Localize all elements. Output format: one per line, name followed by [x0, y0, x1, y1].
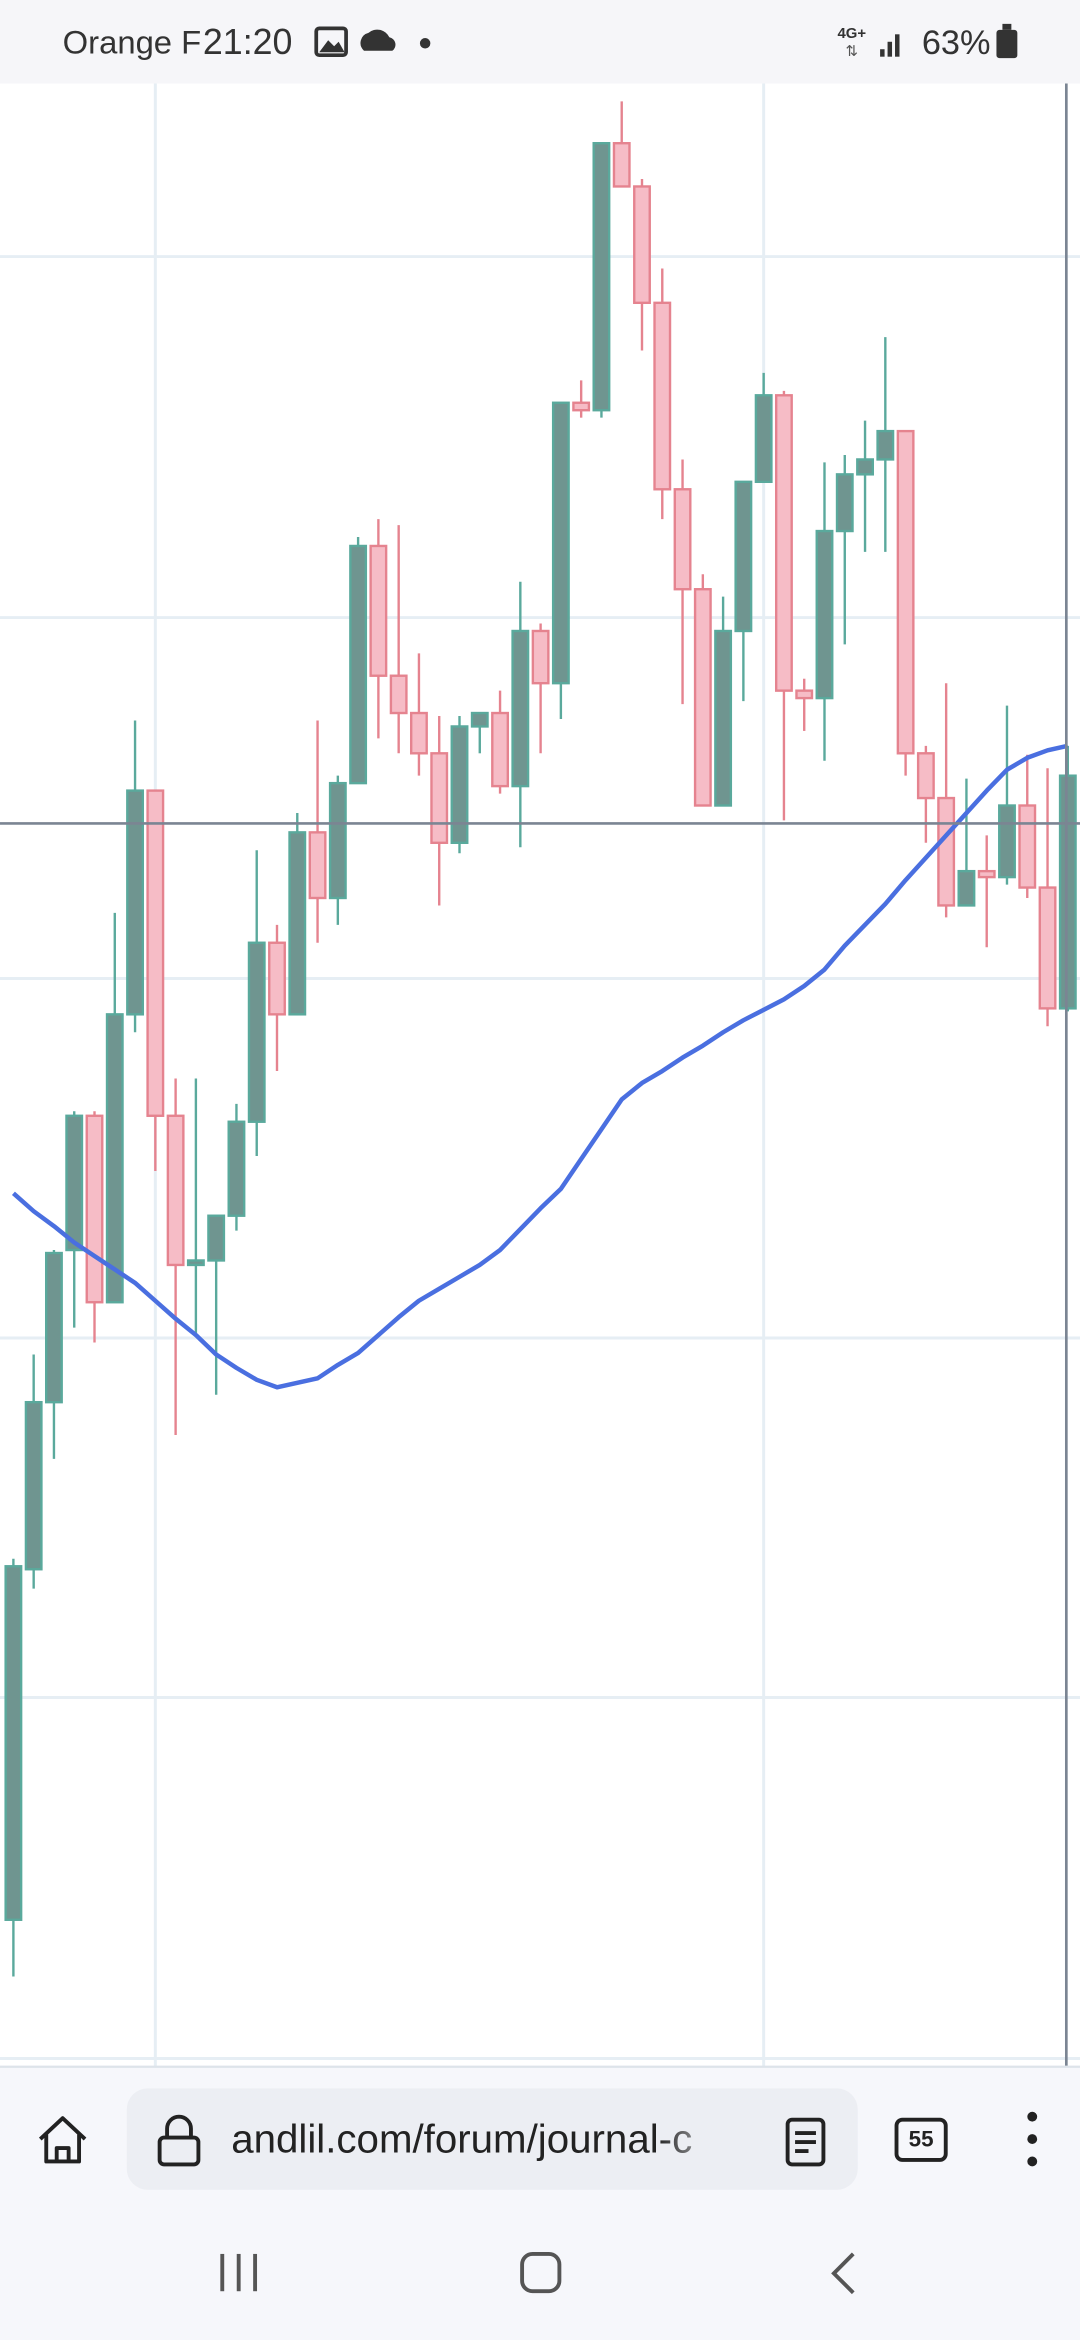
candle-body: [105, 1013, 124, 1304]
candle-body: [470, 711, 489, 728]
candle-body: [409, 711, 428, 755]
candle-body: [288, 831, 307, 1016]
candle-body: [450, 725, 469, 844]
url-text[interactable]: andlil.com/forum/journal-c: [231, 2117, 692, 2162]
candle-body: [633, 185, 651, 305]
tab-count: 55: [909, 2126, 934, 2151]
candle-body: [247, 941, 266, 1123]
network-type: 4G+: [837, 26, 866, 42]
candle-body: [754, 394, 773, 484]
candle-body: [673, 488, 692, 591]
candle-body: [835, 473, 854, 533]
candle-body: [308, 831, 327, 900]
nav-home[interactable]: [520, 2251, 562, 2294]
candle-body: [957, 869, 976, 907]
chart-background: [0, 83, 1080, 2066]
status-icons: [314, 23, 1018, 59]
status-bar: [0, 0, 1080, 84]
clock: 21:20: [203, 22, 293, 62]
candle-body: [592, 142, 611, 412]
reader-button[interactable]: [785, 2117, 826, 2167]
candle-body: [774, 394, 793, 692]
menu-button[interactable]: [1027, 2111, 1038, 2167]
chart: [0, 83, 1080, 2066]
candle-body: [328, 781, 347, 900]
candle-body: [734, 480, 753, 633]
candle-body: [24, 1400, 43, 1571]
tabs-button[interactable]: [894, 2117, 948, 2162]
candle-body: [714, 629, 733, 807]
candle-body: [1058, 774, 1077, 1010]
moving-average-line: [11, 743, 1069, 1390]
candle-body: [146, 789, 165, 1117]
candle-body: [1038, 886, 1057, 1010]
network-arrows: ⇅: [846, 44, 859, 60]
candle-body: [1018, 804, 1037, 889]
candle-body: [572, 401, 591, 412]
candle-body: [186, 1259, 205, 1267]
candle-body: [491, 711, 510, 788]
home-button[interactable]: [38, 2116, 87, 2164]
candle-body: [126, 789, 145, 1016]
candle-body: [227, 1120, 246, 1217]
candle-body: [85, 1114, 104, 1304]
candle-body: [977, 869, 996, 879]
candle-body: [795, 689, 814, 700]
candle-body: [4, 1565, 23, 1921]
candle-body: [876, 429, 895, 461]
candle-body: [896, 429, 915, 755]
nav-back[interactable]: [831, 2252, 855, 2295]
candle-body: [856, 458, 874, 476]
candle-body: [511, 629, 530, 788]
candle-body: [531, 629, 550, 685]
nav-recents[interactable]: [220, 2253, 258, 2292]
candle-body: [389, 674, 408, 715]
candle-body: [207, 1214, 226, 1262]
candle-body: [44, 1251, 63, 1404]
candle-body: [369, 544, 388, 677]
lock-icon: [157, 2114, 201, 2167]
candle-body: [612, 142, 631, 188]
candle-body: [937, 796, 956, 907]
carrier: Orange F: [63, 23, 202, 60]
candle-body: [916, 752, 935, 800]
candle-body: [653, 301, 672, 491]
candle-body: [65, 1114, 84, 1252]
candle-body: [430, 752, 449, 844]
candle-body: [551, 401, 570, 685]
battery-level: 63%: [922, 24, 991, 62]
url-fade: [656, 2091, 791, 2187]
candle-body: [815, 529, 834, 700]
candle-body: [998, 804, 1016, 879]
candle-body: [693, 588, 712, 807]
candle-body: [349, 544, 368, 785]
candle-body: [268, 941, 286, 1016]
candle-body: [166, 1114, 185, 1267]
